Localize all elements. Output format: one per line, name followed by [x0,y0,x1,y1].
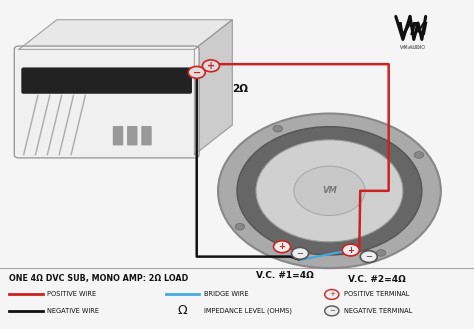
Text: 2Ω: 2Ω [232,84,248,94]
Circle shape [237,127,422,255]
Text: BRIDGE WIRE: BRIDGE WIRE [204,291,248,297]
Text: −: − [192,67,201,77]
Circle shape [218,114,441,268]
FancyBboxPatch shape [127,126,137,145]
Text: VM AUDIO: VM AUDIO [400,45,425,50]
FancyBboxPatch shape [141,126,152,145]
Text: −: − [365,252,372,261]
Circle shape [188,66,205,78]
Text: NEGATIVE TERMINAL: NEGATIVE TERMINAL [344,308,412,314]
Polygon shape [194,20,232,155]
Text: IMPEDANCE LEVEL (OHMS): IMPEDANCE LEVEL (OHMS) [204,308,292,314]
Circle shape [342,244,359,256]
Text: +: + [329,291,335,297]
Text: POSITIVE TERMINAL: POSITIVE TERMINAL [344,291,409,297]
Circle shape [376,250,386,256]
Circle shape [360,251,377,263]
Circle shape [414,152,424,158]
Text: NEGATIVE WIRE: NEGATIVE WIRE [47,308,100,314]
Circle shape [325,290,339,299]
Circle shape [202,60,219,72]
Circle shape [273,125,283,132]
Text: ONE 4Ω DVC SUB, MONO AMP: 2Ω LOAD: ONE 4Ω DVC SUB, MONO AMP: 2Ω LOAD [9,273,189,283]
FancyBboxPatch shape [113,126,123,145]
Circle shape [273,241,291,253]
Text: −: − [297,249,303,258]
Circle shape [292,247,309,259]
Text: Ω: Ω [178,304,187,317]
Circle shape [256,140,403,242]
Text: VM: VM [322,186,337,195]
Text: +: + [279,242,285,251]
Text: +: + [207,61,215,71]
Text: VM AUDIO: VM AUDIO [400,46,421,50]
Text: V.C. #2=4Ω: V.C. #2=4Ω [348,275,406,284]
Text: −: − [329,308,335,314]
Text: +: + [347,245,354,255]
FancyBboxPatch shape [14,46,199,158]
Circle shape [294,166,365,215]
Text: POSITIVE WIRE: POSITIVE WIRE [47,291,97,297]
Circle shape [325,306,339,316]
Text: VM: VM [397,21,428,38]
Text: V.C. #1=4Ω: V.C. #1=4Ω [255,271,313,280]
Polygon shape [19,20,232,49]
FancyBboxPatch shape [21,67,192,94]
Circle shape [235,223,245,230]
